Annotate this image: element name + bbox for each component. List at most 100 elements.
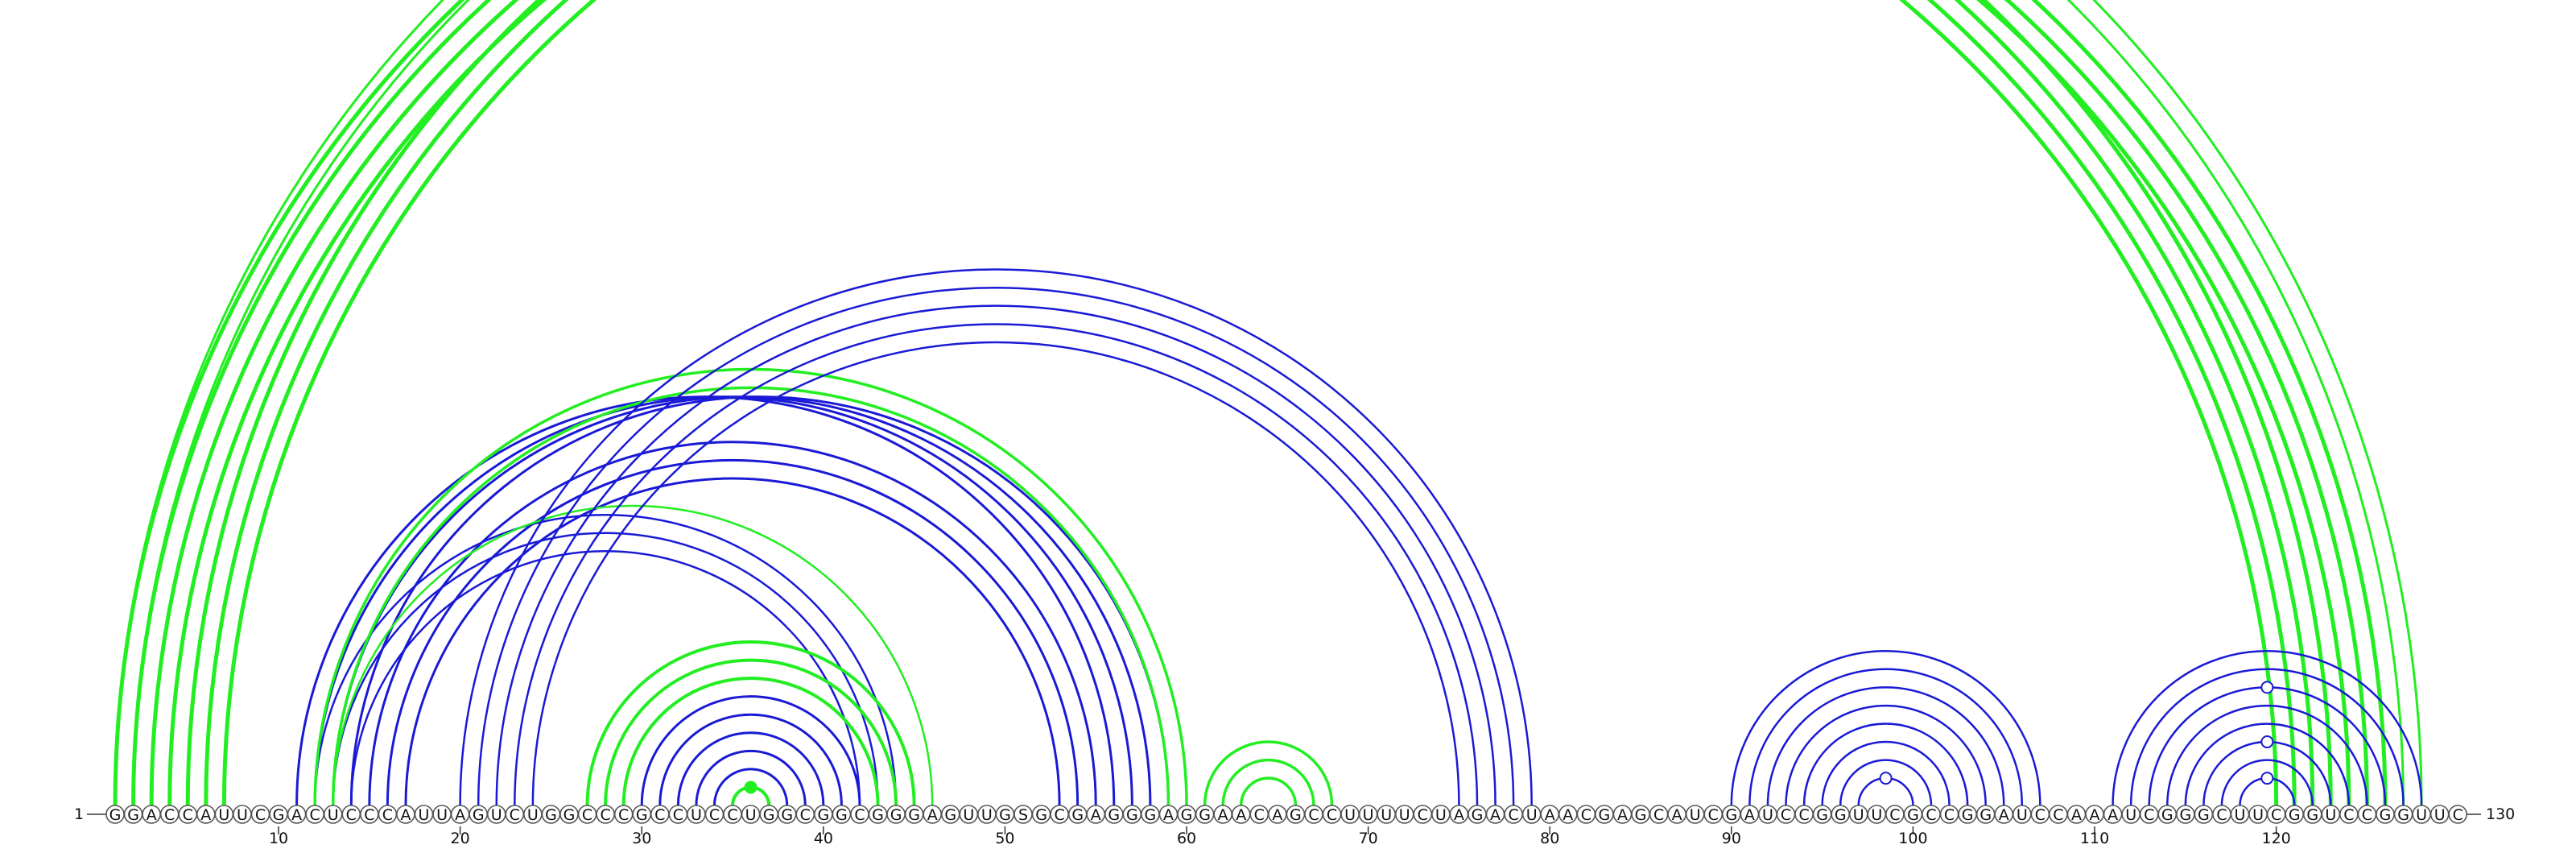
nucleotide: A	[1667, 805, 1686, 824]
nucleotide: C	[1649, 805, 1669, 824]
nucleotide-letter: C	[618, 806, 629, 824]
nucleotide-letter: C	[364, 806, 374, 824]
nucleotide: G	[832, 805, 852, 824]
sequence-end-label: 130	[2486, 805, 2515, 823]
axis-tick: 50	[995, 826, 1015, 847]
nucleotide-letter: S	[1018, 806, 1028, 824]
axis-tick-label: 30	[632, 830, 651, 847]
nucleotide: U	[2230, 805, 2250, 824]
nucleotide-letter: A	[400, 806, 411, 824]
nucleotide-letter: C	[2343, 806, 2354, 824]
nucleotide-letter: U	[963, 806, 974, 824]
base-pair-arc	[1221, 758, 1315, 806]
position-axis: 10 20 30 40 50 60 70 80 90 100 110 120	[269, 826, 2291, 847]
nucleotide: A	[1213, 805, 1232, 824]
nucleotide: C	[650, 805, 670, 824]
base-pair-arc	[712, 768, 789, 806]
nucleotide-letter: A	[1454, 806, 1464, 824]
nucleotide-letter: G	[2397, 806, 2409, 824]
nucleotide: A	[1558, 805, 1578, 824]
nucleotide-letter: G	[1835, 806, 1847, 824]
nucleotide-letter: G	[781, 806, 793, 824]
nucleotide-letter: U	[1435, 806, 1447, 824]
nucleotide: G	[2176, 805, 2195, 824]
nucleotide-letter: G	[1472, 806, 1484, 824]
nucleotide-letter: C	[2035, 806, 2046, 824]
nucleotide: C	[1939, 805, 1959, 824]
nucleotide-letter: G	[1635, 806, 1647, 824]
nucleotide: G	[1031, 805, 1051, 824]
arcs-layer	[113, 0, 2423, 806]
nucleotide: C	[159, 805, 180, 824]
nucleotide-letter: G	[636, 806, 648, 824]
axis-tick: 60	[1177, 826, 1196, 847]
nucleotide: C	[2049, 805, 2068, 824]
nucleotide: A	[1449, 805, 1469, 824]
nucleotide-letter: A	[455, 806, 465, 824]
nucleotide: U	[741, 805, 761, 824]
base-pair-arc	[1821, 740, 1951, 806]
nucleotide: C	[704, 805, 724, 824]
nucleotide: A	[396, 805, 415, 824]
nucleotide-letter: A	[2107, 806, 2118, 824]
nucleotide-letter: U	[1871, 806, 1882, 824]
nucleotide: A	[923, 805, 942, 824]
nucleotide: G	[814, 805, 833, 824]
nucleotide: U	[1340, 805, 1360, 824]
nucleotide: G	[2376, 805, 2395, 824]
nucleotide-letter: C	[183, 806, 193, 824]
base-pair-arc	[2184, 722, 2351, 806]
axis-tick-label: 100	[1898, 830, 1927, 847]
axis-tick-label: 50	[995, 830, 1014, 847]
nucleotide: C	[596, 805, 615, 824]
base-pair-arc	[221, 0, 2351, 806]
nucleotide-letter: G	[1816, 806, 1828, 824]
nucleotide: U	[2013, 805, 2032, 824]
nucleotide-letter: U	[237, 806, 248, 824]
nucleotide-letter: U	[527, 806, 539, 824]
nucleotide-letter: U	[1690, 806, 1701, 824]
base-pair-arc	[350, 549, 861, 806]
nucleotide: C	[1794, 805, 1814, 824]
nucleotide-letter: U	[1853, 806, 1864, 824]
nucleotide: A	[1994, 805, 2014, 824]
nucleotide-letter: C	[164, 806, 175, 824]
nucleotide: G	[1122, 805, 1142, 824]
nucleotide-letter: A	[1563, 806, 1573, 824]
nucleotide: G	[1141, 805, 1160, 824]
nucleotide-letter: C	[1653, 806, 1664, 824]
nucleotide-letter: U	[981, 806, 993, 824]
nucleotide: C	[505, 805, 525, 824]
nucleotide-letter: G	[1181, 806, 1193, 824]
axis-tick: 10	[269, 826, 288, 847]
nucleotide: G	[2157, 805, 2178, 824]
nucleotide-letter: G	[1962, 806, 1974, 824]
nucleotide: C	[2139, 805, 2159, 824]
arc-apex-marker	[2260, 735, 2274, 749]
nucleotide-letter: C	[1798, 806, 1809, 824]
nucleotide-letter: C	[1708, 806, 1719, 824]
nucleotide-letter: U	[2416, 806, 2427, 824]
nucleotide-letter: A	[2090, 806, 2100, 824]
nucleotide: C	[2357, 805, 2377, 824]
base-pair-arc	[2112, 650, 2423, 806]
base-pair-arc	[495, 304, 1496, 806]
nucleotide-letter: G	[1599, 806, 1611, 824]
nucleotide: G	[123, 805, 143, 824]
nucleotide: C	[2030, 805, 2050, 824]
nucleotide-letter: U	[436, 806, 448, 824]
nucleotide: U	[2429, 805, 2450, 824]
nucleotide-letter: G	[1071, 806, 1084, 824]
nucleotide: U	[1848, 805, 1868, 824]
base-pair-arc	[658, 713, 843, 806]
nucleotide: G	[1975, 805, 1996, 824]
nucleotide-letter: C	[1054, 806, 1064, 824]
nucleotide-letter: C	[1889, 806, 1900, 824]
base-pair-arc	[2220, 759, 2314, 806]
nucleotide: C	[1249, 805, 1269, 824]
nucleotide-letter: G	[1035, 806, 1047, 824]
nucleotide: G	[1958, 805, 1977, 824]
base-pair-arc	[1748, 668, 2024, 806]
nucleotide-letter: U	[218, 806, 229, 824]
nucleotide-letter: G	[872, 806, 884, 824]
